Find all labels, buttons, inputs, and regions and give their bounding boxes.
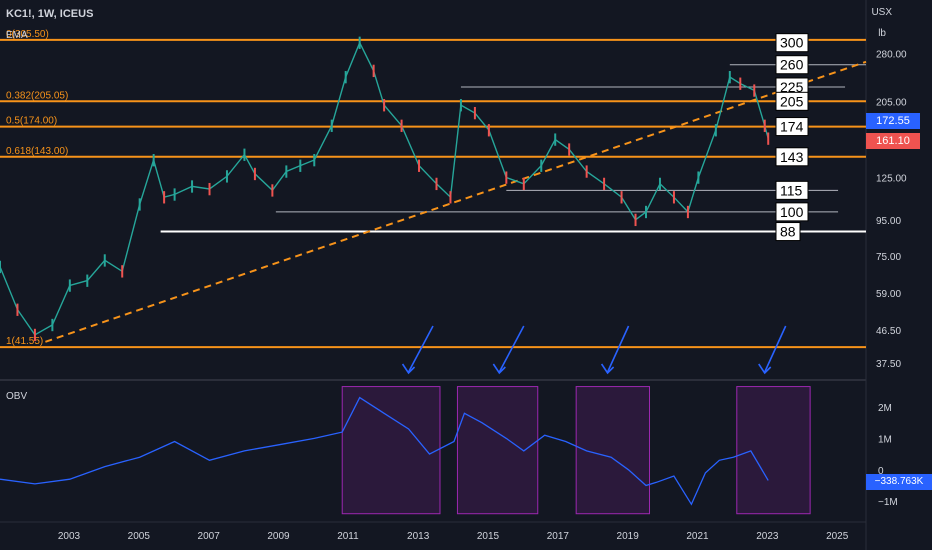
time-axis-tick: 2009 <box>267 531 290 542</box>
level-box-text: 225 <box>780 79 804 95</box>
level-box-bg <box>775 147 809 167</box>
fib-level-label: 0.5(174.00) <box>6 116 57 127</box>
time-axis-tick: 2019 <box>617 531 640 542</box>
obv-axis-tick: −1M <box>878 497 898 508</box>
ema-indicator-label[interactable]: EMA <box>6 30 28 41</box>
level-box-225[interactable]: 225 <box>775 77 809 97</box>
level-box-300[interactable]: 300 <box>775 33 809 53</box>
level-box-bg <box>775 180 809 200</box>
level-box-260[interactable]: 260 <box>775 55 809 75</box>
obv-highlight-box[interactable] <box>341 386 441 515</box>
time-axis-tick: 2023 <box>756 531 779 542</box>
time-axis-tick: 2025 <box>826 531 849 542</box>
level-box-bg <box>775 117 809 137</box>
fib-level-label: 0(305.50) <box>6 29 49 40</box>
level-box-text: 88 <box>780 224 796 240</box>
obv-axis-tick: 0 <box>878 466 884 477</box>
obv-series-line <box>0 396 769 506</box>
down-arrow-head <box>492 363 506 375</box>
fib-level-label: 1(41.55) <box>6 336 43 347</box>
fib-level-label: 0.618(143.00) <box>6 146 68 157</box>
level-box-text: 143 <box>780 149 804 165</box>
down-arrow[interactable] <box>606 325 630 373</box>
price-axis-tick: 37.50 <box>876 359 901 370</box>
level-box-text: 100 <box>780 204 804 220</box>
symbol-title: KC1!, 1W, ICEUS <box>6 8 94 20</box>
price-axis-tick: 59.00 <box>876 289 901 300</box>
down-arrow[interactable] <box>407 325 434 373</box>
level-box-115[interactable]: 115 <box>775 180 809 200</box>
obv-highlight-box[interactable] <box>575 386 651 515</box>
level-box-bg <box>775 55 809 75</box>
price-axis-tick: 280.00 <box>876 49 907 60</box>
level-box-205[interactable]: 205 <box>775 91 809 111</box>
last-price-tag: 161.10 <box>866 133 920 149</box>
level-box-text: 260 <box>780 57 804 73</box>
level-box-text: 300 <box>780 35 804 51</box>
obv-axis-tick: 1M <box>878 434 892 445</box>
down-arrow[interactable] <box>764 325 787 373</box>
fib-level-label: 0.382(205.05) <box>6 90 68 101</box>
level-box-143[interactable]: 143 <box>775 147 809 167</box>
down-arrow-head <box>758 363 772 375</box>
price-axis-tick: 205.00 <box>876 97 907 108</box>
obv-value-tag: −338.763K <box>866 474 932 490</box>
down-arrow-head <box>600 363 615 375</box>
trend-line[interactable] <box>45 60 867 343</box>
obv-highlight-box[interactable] <box>736 386 811 515</box>
ema-price-tag: 172.55 <box>866 113 920 129</box>
time-axis-tick: 2013 <box>407 531 430 542</box>
price-axis-tick: 75.00 <box>876 252 901 263</box>
down-arrow-head <box>401 363 416 375</box>
time-axis-tick: 2021 <box>686 531 709 542</box>
currency-label: USX <box>871 7 892 18</box>
time-axis-tick: 2005 <box>128 531 151 542</box>
level-box-174[interactable]: 174 <box>775 117 809 137</box>
price-axis-tick: 95.00 <box>876 216 901 227</box>
unit-label: lb <box>878 28 886 39</box>
time-axis-tick: 2007 <box>198 531 221 542</box>
level-box-bg <box>775 222 801 242</box>
level-box-bg <box>775 202 809 222</box>
level-box-text: 115 <box>780 182 803 198</box>
down-arrow[interactable] <box>498 325 525 373</box>
price-axis-tick: 125.00 <box>876 173 907 184</box>
level-box-100[interactable]: 100 <box>775 202 809 222</box>
level-box-text: 174 <box>780 119 804 135</box>
time-axis-tick: 2011 <box>337 531 359 542</box>
level-box-bg <box>775 33 809 53</box>
level-box-bg <box>775 91 809 111</box>
price-axis-tick: 46.50 <box>876 326 901 337</box>
obv-axis-tick: 2M <box>878 403 892 414</box>
level-box-text: 205 <box>780 93 804 109</box>
obv-indicator-label[interactable]: OBV <box>6 391 28 402</box>
time-axis-tick: 2003 <box>58 531 81 542</box>
level-box-88[interactable]: 88 <box>775 222 801 242</box>
time-axis-tick: 2017 <box>547 531 570 542</box>
time-axis-tick: 2015 <box>477 531 500 542</box>
